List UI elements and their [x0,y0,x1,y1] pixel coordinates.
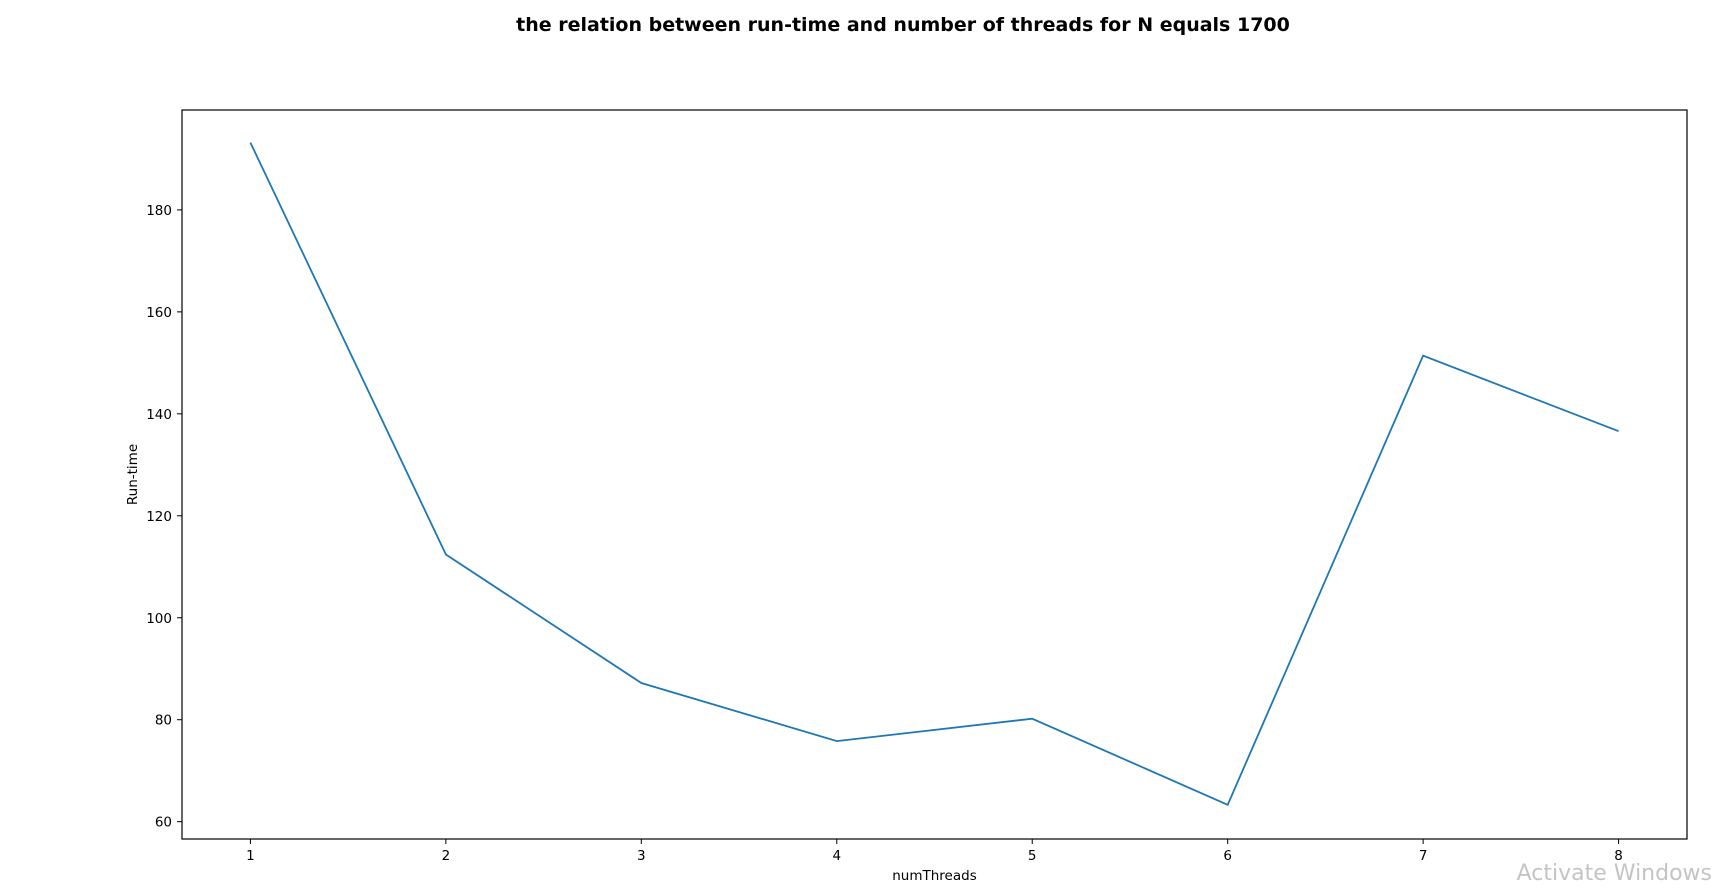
chart-title: the relation between run-time and number… [516,14,1290,36]
series-layer [249,142,1619,806]
y-tick-label: 160 [146,305,172,321]
y-tick-label: 120 [146,509,172,525]
x-tick-label: 3 [637,848,646,864]
x-axis-label: numThreads [892,868,977,884]
x-tick-label: 5 [1028,848,1037,864]
x-tick-label: 2 [442,848,451,864]
y-tick-label: 140 [146,407,172,423]
y-tick-label: 60 [155,815,172,831]
x-tick-label: 4 [832,848,841,864]
x-axis: 1 2 3 4 5 6 7 8 [246,839,1623,864]
x-tick-label: 8 [1614,848,1623,864]
y-tick-label: 180 [146,203,172,219]
y-tick-label: 100 [146,611,172,627]
y-axis: 60 80 100 120 140 160 180 [146,203,182,831]
series-line [249,142,1619,806]
activate-windows-watermark: Activate Windows [1516,861,1712,886]
x-tick-label: 7 [1419,848,1428,864]
x-tick-label: 1 [246,848,255,864]
y-axis-label: Run-time [125,444,141,505]
plot-area-frame [181,109,1688,840]
x-tick-label: 6 [1223,848,1232,864]
y-tick-label: 80 [155,713,172,729]
